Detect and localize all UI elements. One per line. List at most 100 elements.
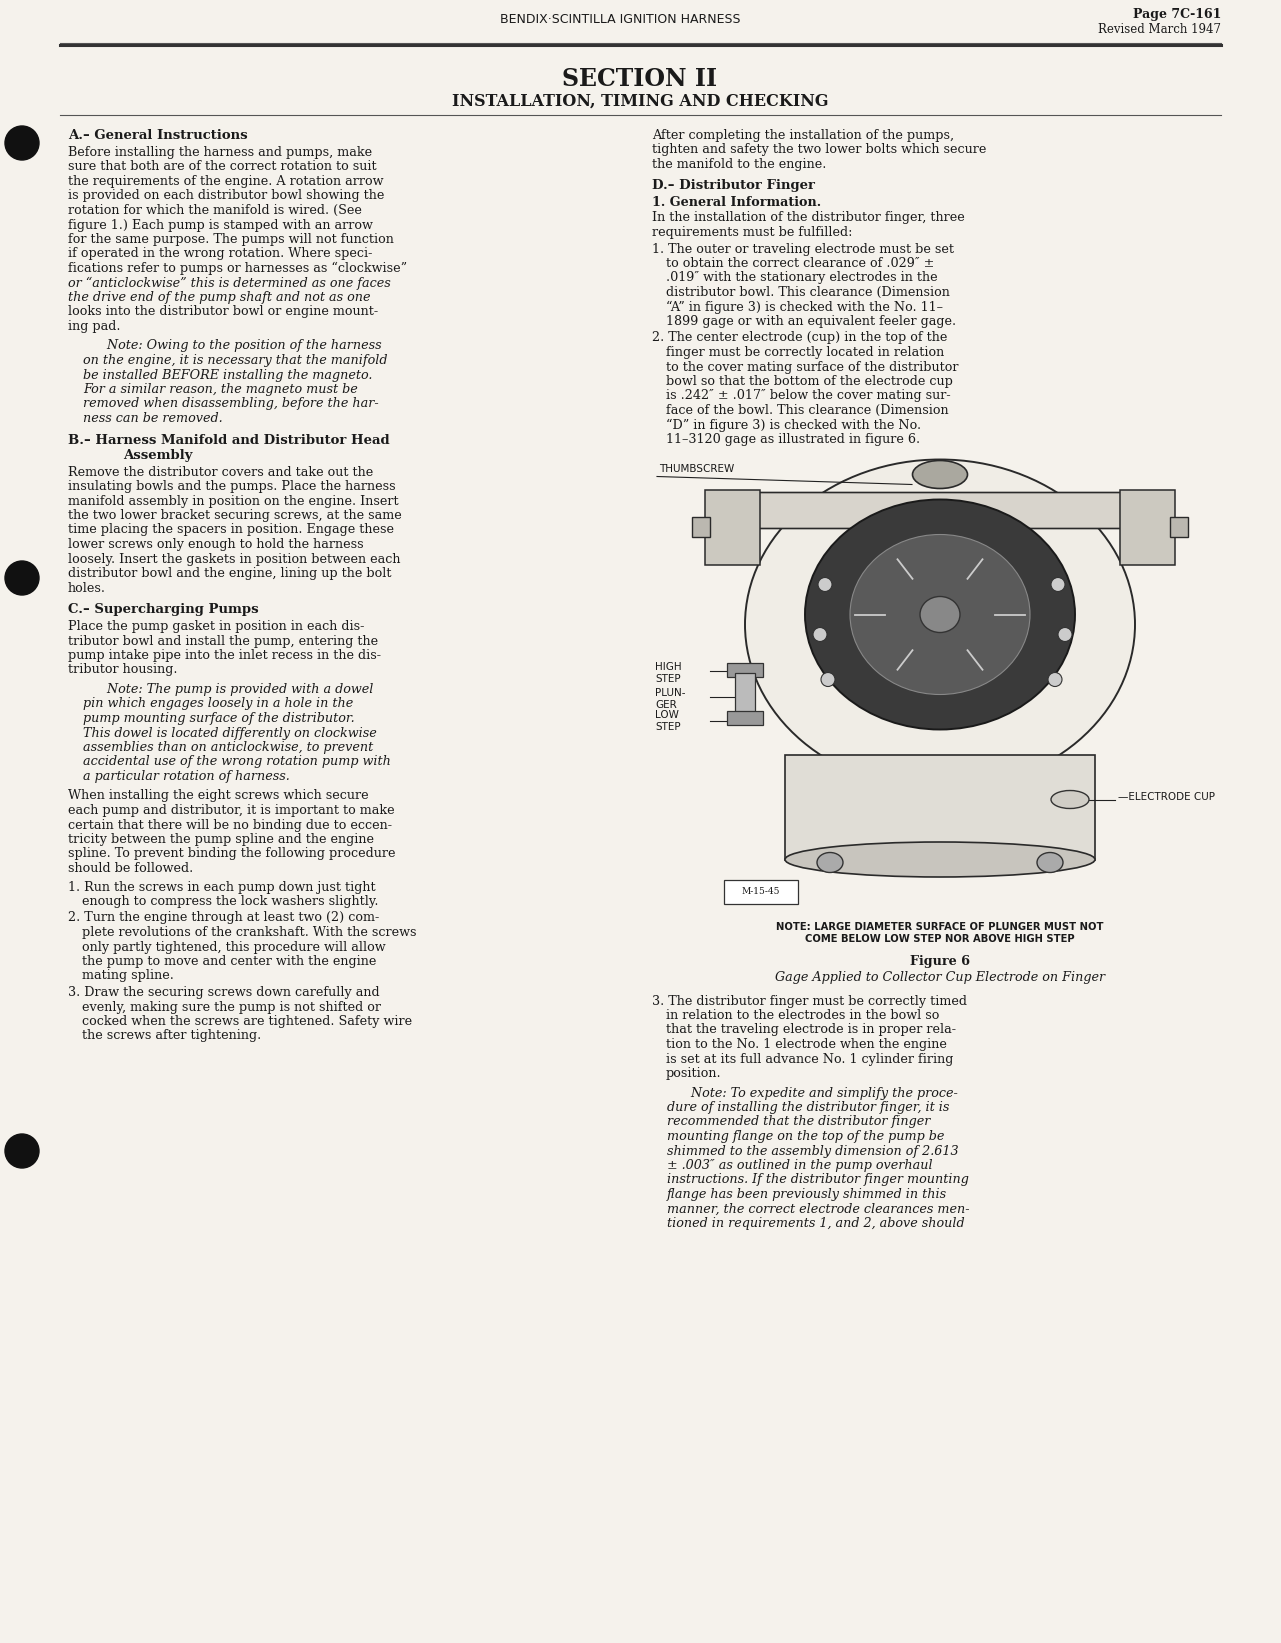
Text: PLUN-: PLUN- (655, 687, 685, 698)
Text: manifold assembly in position on the engine. Insert: manifold assembly in position on the eng… (68, 495, 398, 508)
Text: LOW: LOW (655, 710, 679, 720)
Text: is .242″ ± .017″ below the cover mating sur-: is .242″ ± .017″ below the cover mating … (666, 389, 951, 403)
Ellipse shape (1050, 790, 1089, 808)
Text: or “anticlockwise” this is determined as one faces: or “anticlockwise” this is determined as… (68, 276, 391, 289)
Text: rotation for which the manifold is wired. (See: rotation for which the manifold is wired… (68, 204, 361, 217)
Ellipse shape (785, 841, 1095, 877)
FancyBboxPatch shape (1170, 516, 1187, 537)
Text: cocked when the screws are tightened. Safety wire: cocked when the screws are tightened. Sa… (82, 1015, 412, 1029)
Text: Note: The pump is provided with a dowel: Note: The pump is provided with a dowel (83, 683, 373, 697)
Ellipse shape (821, 672, 835, 687)
Text: STEP: STEP (655, 674, 680, 683)
Text: Figure 6: Figure 6 (910, 955, 970, 968)
Text: mounting flange on the top of the pump be: mounting flange on the top of the pump b… (667, 1130, 944, 1144)
FancyBboxPatch shape (724, 879, 798, 904)
Text: flange has been previously shimmed in this: flange has been previously shimmed in th… (667, 1188, 947, 1201)
Text: 1. Run the screws in each pump down just tight: 1. Run the screws in each pump down just… (68, 881, 375, 894)
Text: assemblies than on anticlockwise, to prevent: assemblies than on anticlockwise, to pre… (83, 741, 373, 754)
Text: NOTE: LARGE DIAMETER SURFACE OF PLUNGER MUST NOT
COME BELOW LOW STEP NOR ABOVE H: NOTE: LARGE DIAMETER SURFACE OF PLUNGER … (776, 922, 1104, 945)
Text: evenly, making sure the pump is not shifted or: evenly, making sure the pump is not shif… (82, 1001, 380, 1014)
Text: accidental use of the wrong rotation pump with: accidental use of the wrong rotation pum… (83, 756, 391, 769)
Text: Page 7C-161: Page 7C-161 (1132, 8, 1221, 21)
Text: the pump to move and center with the engine: the pump to move and center with the eng… (82, 955, 377, 968)
FancyBboxPatch shape (751, 493, 1129, 529)
Circle shape (5, 1134, 38, 1168)
Text: sure that both are of the correct rotation to suit: sure that both are of the correct rotati… (68, 161, 377, 174)
Text: the manifold to the engine.: the manifold to the engine. (652, 158, 826, 171)
Text: “D” in figure 3) is checked with the No.: “D” in figure 3) is checked with the No. (666, 419, 921, 432)
Text: —ELECTRODE CUP: —ELECTRODE CUP (1118, 792, 1214, 802)
Text: manner, the correct electrode clearances men-: manner, the correct electrode clearances… (667, 1203, 970, 1216)
Text: mating spline.: mating spline. (82, 969, 174, 983)
Bar (728, 710, 763, 725)
Text: if operated in the wrong rotation. Where speci-: if operated in the wrong rotation. Where… (68, 248, 373, 261)
Text: 1899 gage or with an equivalent feeler gage.: 1899 gage or with an equivalent feeler g… (666, 315, 956, 329)
FancyBboxPatch shape (785, 754, 1095, 859)
Text: tricity between the pump spline and the engine: tricity between the pump spline and the … (68, 833, 374, 846)
Ellipse shape (819, 577, 831, 591)
Text: When installing the eight screws which secure: When installing the eight screws which s… (68, 790, 369, 802)
Text: tion to the No. 1 electrode when the engine: tion to the No. 1 electrode when the eng… (666, 1038, 947, 1052)
Text: distributor bowl and the engine, lining up the bolt: distributor bowl and the engine, lining … (68, 567, 392, 580)
Text: in relation to the electrodes in the bowl so: in relation to the electrodes in the bow… (666, 1009, 939, 1022)
Text: for the same purpose. The pumps will not function: for the same purpose. The pumps will not… (68, 233, 393, 246)
Text: insulating bowls and the pumps. Place the harness: insulating bowls and the pumps. Place th… (68, 480, 396, 493)
Text: the drive end of the pump shaft and not as one: the drive end of the pump shaft and not … (68, 291, 370, 304)
Text: spline. To prevent binding the following procedure: spline. To prevent binding the following… (68, 848, 396, 861)
Ellipse shape (1048, 672, 1062, 687)
Text: 2. Turn the engine through at least two (2) com-: 2. Turn the engine through at least two … (68, 912, 379, 925)
Circle shape (5, 560, 38, 595)
Text: pump mounting surface of the distributor.: pump mounting surface of the distributor… (83, 711, 355, 725)
Text: 3. The distributor finger must be correctly timed: 3. The distributor finger must be correc… (652, 994, 967, 1007)
Ellipse shape (804, 499, 1075, 729)
Text: 3. Draw the securing screws down carefully and: 3. Draw the securing screws down careful… (68, 986, 379, 999)
Text: B.– Harness Manifold and Distributor Head: B.– Harness Manifold and Distributor Hea… (68, 434, 389, 447)
Text: ness can be removed.: ness can be removed. (83, 412, 223, 426)
Text: plete revolutions of the crankshaft. With the screws: plete revolutions of the crankshaft. Wit… (82, 927, 416, 940)
Text: certain that there will be no binding due to eccen-: certain that there will be no binding du… (68, 818, 392, 831)
Text: “A” in figure 3) is checked with the No. 11–: “A” in figure 3) is checked with the No.… (666, 301, 943, 314)
Text: .019″ with the stationary electrodes in the: .019″ with the stationary electrodes in … (666, 271, 938, 284)
Text: M-15-45: M-15-45 (742, 887, 780, 895)
Text: removed when disassembling, before the har-: removed when disassembling, before the h… (83, 398, 379, 411)
Text: D.– Distributor Finger: D.– Distributor Finger (652, 179, 815, 192)
Text: HIGH: HIGH (655, 662, 681, 672)
Text: tributor bowl and install the pump, entering the: tributor bowl and install the pump, ente… (68, 634, 378, 647)
Text: is provided on each distributor bowl showing the: is provided on each distributor bowl sho… (68, 189, 384, 202)
Text: distributor bowl. This clearance (Dimension: distributor bowl. This clearance (Dimens… (666, 286, 951, 299)
Text: the two lower bracket securing screws, at the same: the two lower bracket securing screws, a… (68, 509, 402, 522)
Text: the requirements of the engine. A rotation arrow: the requirements of the engine. A rotati… (68, 176, 383, 187)
Text: fications refer to pumps or harnesses as “clockwise”: fications refer to pumps or harnesses as… (68, 261, 407, 276)
Ellipse shape (1038, 853, 1063, 872)
Text: pump intake pipe into the inlet recess in the dis-: pump intake pipe into the inlet recess i… (68, 649, 380, 662)
Ellipse shape (817, 853, 843, 872)
FancyBboxPatch shape (1120, 490, 1175, 565)
Text: recommended that the distributor finger: recommended that the distributor finger (667, 1116, 930, 1129)
Text: requirements must be fulfilled:: requirements must be fulfilled: (652, 227, 852, 238)
Text: holes.: holes. (68, 582, 106, 595)
FancyBboxPatch shape (692, 516, 710, 537)
Text: THUMBSCREW: THUMBSCREW (658, 463, 734, 473)
Text: Place the pump gasket in position in each dis-: Place the pump gasket in position in eac… (68, 619, 364, 633)
Ellipse shape (1050, 577, 1065, 591)
Text: Note: Owing to the position of the harness: Note: Owing to the position of the harne… (83, 340, 382, 353)
Text: Remove the distributor covers and take out the: Remove the distributor covers and take o… (68, 465, 373, 478)
Ellipse shape (851, 534, 1030, 695)
Text: GER: GER (655, 700, 676, 710)
Text: A.– General Instructions: A.– General Instructions (68, 130, 247, 141)
Text: lower screws only enough to hold the harness: lower screws only enough to hold the har… (68, 537, 364, 550)
Text: Before installing the harness and pumps, make: Before installing the harness and pumps,… (68, 146, 371, 159)
Text: position.: position. (666, 1066, 721, 1079)
Ellipse shape (1058, 628, 1072, 641)
Text: pin which engages loosely in a hole in the: pin which engages loosely in a hole in t… (83, 698, 354, 710)
Text: each pump and distributor, it is important to make: each pump and distributor, it is importa… (68, 803, 395, 817)
Text: figure 1.) Each pump is stamped with an arrow: figure 1.) Each pump is stamped with an … (68, 219, 373, 232)
Text: the screws after tightening.: the screws after tightening. (82, 1030, 261, 1043)
Text: time placing the spacers in position. Engage these: time placing the spacers in position. En… (68, 524, 395, 537)
Text: tributor housing.: tributor housing. (68, 664, 178, 677)
Text: This dowel is located differently on clockwise: This dowel is located differently on clo… (83, 726, 377, 739)
Text: be installed BEFORE installing the magneto.: be installed BEFORE installing the magne… (83, 368, 373, 381)
Text: that the traveling electrode is in proper rela-: that the traveling electrode is in prope… (666, 1024, 956, 1037)
Ellipse shape (912, 460, 967, 488)
Text: to the cover mating surface of the distributor: to the cover mating surface of the distr… (666, 360, 958, 373)
